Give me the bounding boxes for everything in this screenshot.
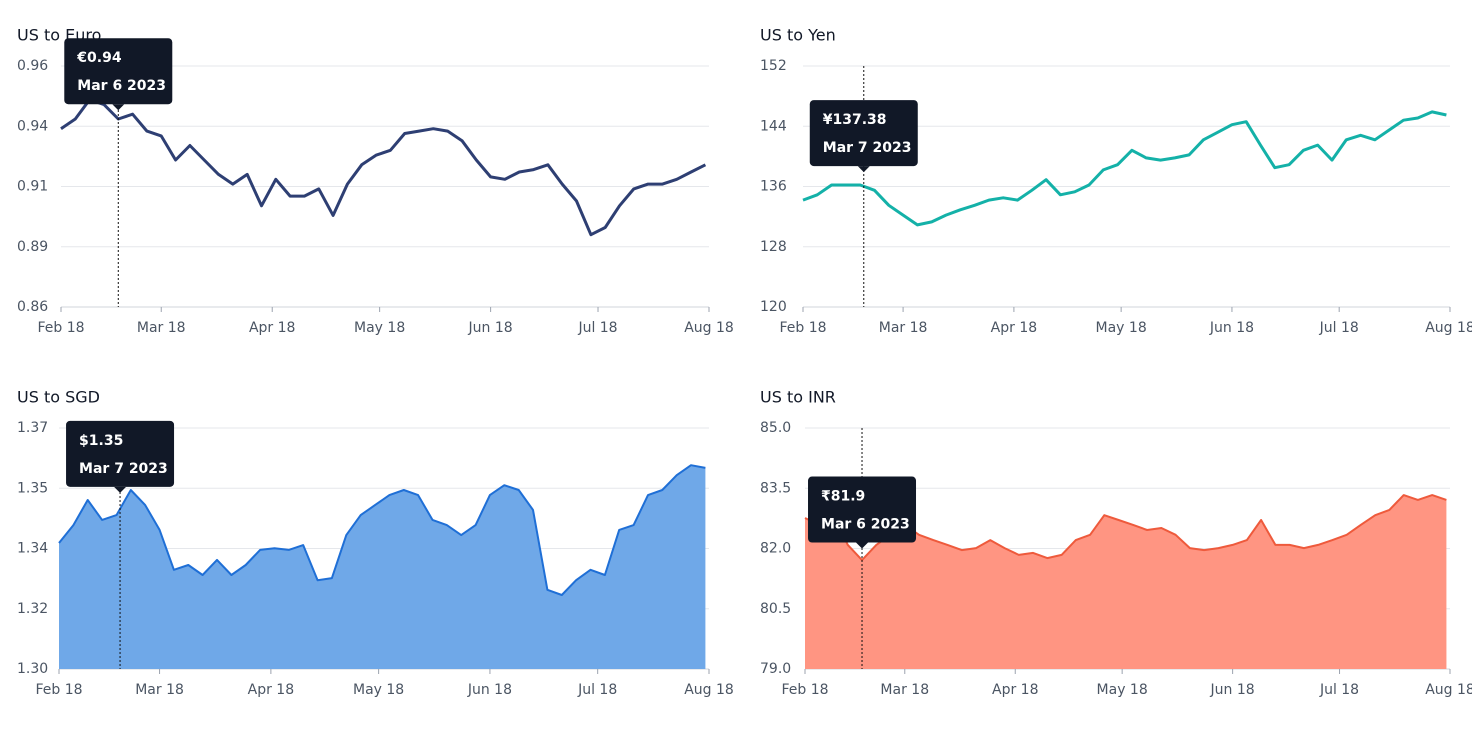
y-tick-label: 79.0 <box>760 661 791 677</box>
y-tick-label: 82.0 <box>760 541 791 557</box>
tooltip-box <box>64 38 173 105</box>
y-tick-label: 0.91 <box>17 179 48 195</box>
area <box>805 495 1447 669</box>
x-tick-label: Jul 18 <box>577 682 617 698</box>
tooltip: $1.35 Mar 7 2023 <box>66 420 175 493</box>
x-tick-label: Jul 18 <box>1319 682 1359 698</box>
y-tick-label: 80.5 <box>760 601 791 617</box>
tooltip-date: Mar 7 2023 <box>823 140 912 156</box>
x-tick-label: Aug 18 <box>1425 320 1472 336</box>
y-tick-label: 0.94 <box>17 118 48 134</box>
x-tick-label: May 18 <box>353 682 404 698</box>
tooltip: ¥137.38 Mar 7 2023 <box>809 100 918 173</box>
tooltip-value: €0.94 <box>76 50 122 66</box>
tooltip: ₹81.9 Mar 6 2023 <box>808 476 917 549</box>
tooltip-box <box>808 476 917 543</box>
x-tick-label: Feb 18 <box>779 320 826 336</box>
line <box>60 98 707 237</box>
chart-title: US to Yen <box>760 26 836 45</box>
y-tick-label: 128 <box>760 239 787 255</box>
tooltip: €0.94 Mar 6 2023 <box>64 38 173 111</box>
chart-title: US to INR <box>760 388 836 407</box>
line <box>58 464 706 596</box>
tooltip-value: ¥137.38 <box>823 112 887 128</box>
chart-panel: US to Yen 120 128 136 144 152 Feb 18 Mar 18 Apr … <box>760 26 1472 337</box>
y-tick-label: 120 <box>760 299 787 315</box>
y-tick-label: 0.96 <box>17 58 48 74</box>
y-tick-label: 1.37 <box>17 420 48 436</box>
tooltip-box <box>809 100 918 167</box>
x-tick-label: Jul 18 <box>1319 320 1359 336</box>
x-tick-label: May 18 <box>1096 320 1147 336</box>
x-tick-label: Aug 18 <box>684 320 734 336</box>
x-tick-label: Mar 18 <box>880 682 929 698</box>
tooltip-arrow <box>114 486 127 493</box>
y-tick-label: 85.0 <box>760 420 791 436</box>
area <box>59 465 706 669</box>
x-tick-label: Mar 18 <box>137 320 186 336</box>
x-tick-label: May 18 <box>354 320 405 336</box>
y-tick-label: 1.35 <box>17 480 48 496</box>
x-tick-label: Apr 18 <box>248 682 294 698</box>
x-tick-label: Feb 18 <box>37 320 84 336</box>
x-tick-label: Jun 18 <box>1209 320 1254 336</box>
tooltip-date: Mar 6 2023 <box>821 517 910 533</box>
tooltip-date: Mar 6 2023 <box>77 78 166 94</box>
x-tick-label: Jun 18 <box>1210 682 1255 698</box>
y-tick-label: 0.86 <box>17 299 48 315</box>
x-tick-label: Aug 18 <box>1425 682 1472 698</box>
chart-title: US to SGD <box>17 388 100 407</box>
y-tick-label: 144 <box>760 118 787 134</box>
y-tick-label: 1.32 <box>17 601 48 617</box>
tooltip-arrow <box>856 542 869 549</box>
y-tick-label: 1.30 <box>17 661 48 677</box>
x-tick-label: Mar 18 <box>135 682 184 698</box>
y-tick-label: 83.5 <box>760 480 791 496</box>
tooltip-arrow <box>112 104 125 111</box>
x-tick-label: Apr 18 <box>992 682 1038 698</box>
x-tick-label: Feb 18 <box>781 682 828 698</box>
x-tick-label: Jun 18 <box>467 682 512 698</box>
y-tick-label: 152 <box>760 58 787 74</box>
line <box>802 110 1447 227</box>
y-tick-label: 0.89 <box>17 239 48 255</box>
tooltip-value: ₹81.9 <box>821 489 865 505</box>
tooltip-arrow <box>857 166 870 173</box>
x-tick-label: Aug 18 <box>684 682 734 698</box>
tooltip-box <box>66 420 175 487</box>
y-tick-label: 136 <box>760 179 787 195</box>
chart-panel: US to INR 79.0 80.5 82.0 83.5 85.0 Feb 18 Mar 1… <box>760 388 1472 699</box>
x-tick-label: Mar 18 <box>879 320 928 336</box>
x-tick-label: Apr 18 <box>249 320 295 336</box>
tooltip-date: Mar 7 2023 <box>79 461 168 477</box>
x-tick-label: Apr 18 <box>991 320 1037 336</box>
x-tick-label: Jul 18 <box>577 320 617 336</box>
y-tick-label: 1.34 <box>17 541 48 557</box>
x-tick-label: Feb 18 <box>35 682 82 698</box>
tooltip-value: $1.35 <box>79 433 123 449</box>
chart-panel: US to SGD 1.30 1.32 1.34 1.35 1.37 Feb 18 Mar 1… <box>17 388 734 699</box>
x-tick-label: Jun 18 <box>468 320 513 336</box>
x-tick-label: May 18 <box>1097 682 1148 698</box>
